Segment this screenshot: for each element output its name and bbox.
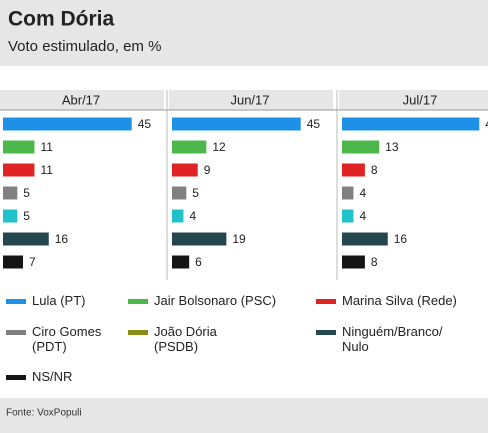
panel-header — [169, 90, 333, 110]
value-label: 4 — [359, 209, 366, 223]
value-label: 45 — [138, 117, 152, 131]
value-label: 11 — [40, 163, 53, 177]
value-label: 6 — [195, 255, 202, 269]
legend-swatch — [6, 375, 26, 380]
panel-title: Jun/17 — [230, 92, 269, 107]
legend-item: Ninguém/Branco/ Nulo — [316, 324, 442, 354]
panel-title: Abr/17 — [62, 92, 100, 107]
value-label: 48 — [485, 117, 488, 131]
value-label: 8 — [371, 255, 378, 269]
bar — [172, 232, 227, 246]
value-label: 12 — [212, 140, 226, 154]
panel-title: Jul/17 — [403, 92, 438, 107]
value-label: 9 — [204, 163, 211, 177]
bar — [3, 117, 132, 131]
bar — [172, 255, 190, 269]
value-label: 5 — [23, 209, 30, 223]
footer-band — [0, 398, 488, 433]
bar — [172, 163, 198, 177]
bar — [342, 255, 365, 269]
legend-swatch — [6, 299, 26, 304]
bar — [342, 163, 365, 177]
bar — [3, 255, 24, 269]
bar — [342, 186, 354, 200]
legend-item: Ciro Gomes (PDT) — [6, 324, 101, 354]
bar — [3, 163, 35, 177]
panel-header — [339, 90, 488, 110]
value-label: 7 — [29, 255, 36, 269]
source: Fonte: VoxPopuli — [6, 408, 82, 419]
value-label: 13 — [385, 140, 399, 154]
legend-label: Jair Bolsonaro (PSC) — [154, 293, 277, 308]
header-band — [0, 0, 488, 66]
legend-item: NS/NR — [6, 369, 72, 384]
legend-swatch — [128, 330, 148, 335]
value-label: 45 — [307, 117, 321, 131]
legend-label: Marina Silva (Rede) — [342, 293, 457, 308]
bar — [172, 209, 184, 223]
legend-swatch — [128, 299, 148, 304]
value-label: 19 — [232, 232, 246, 246]
legend-swatch — [316, 330, 336, 335]
legend-swatch — [6, 330, 26, 335]
bar — [342, 140, 380, 154]
value-label: 4 — [359, 186, 366, 200]
value-label: 11 — [40, 140, 53, 154]
legend-label: Lula (PT) — [32, 293, 86, 308]
bar — [3, 140, 35, 154]
bar — [342, 232, 388, 246]
bar — [3, 186, 18, 200]
panel-header — [0, 90, 164, 110]
bar — [3, 232, 49, 246]
bar — [172, 140, 207, 154]
legend-item: Marina Silva (Rede) — [316, 293, 457, 308]
legend-label: NS/NR — [32, 369, 73, 384]
legend-item: Jair Bolsonaro (PSC) — [128, 293, 276, 308]
bar — [172, 117, 301, 131]
value-label: 16 — [394, 232, 408, 246]
bar — [342, 209, 354, 223]
bar — [342, 117, 480, 131]
legend-label: Ciro Gomes (PDT) — [32, 324, 102, 354]
value-label: 16 — [55, 232, 69, 246]
legend-label: João Dória (PSDB) — [154, 324, 217, 354]
legend-item: João Dória (PSDB) — [128, 324, 217, 354]
legend-label: Ninguém/Branco/ Nulo — [342, 324, 443, 354]
legend-item: Lula (PT) — [6, 293, 85, 308]
chart-subtitle: Voto estimulado, em % — [8, 38, 161, 55]
chart-title: Com Dória — [8, 8, 115, 31]
value-label: 5 — [192, 186, 199, 200]
bar — [172, 186, 187, 200]
bar — [3, 209, 18, 223]
value-label: 5 — [23, 186, 30, 200]
legend-swatch — [316, 299, 336, 304]
value-label: 8 — [371, 163, 378, 177]
value-label: 4 — [189, 209, 196, 223]
